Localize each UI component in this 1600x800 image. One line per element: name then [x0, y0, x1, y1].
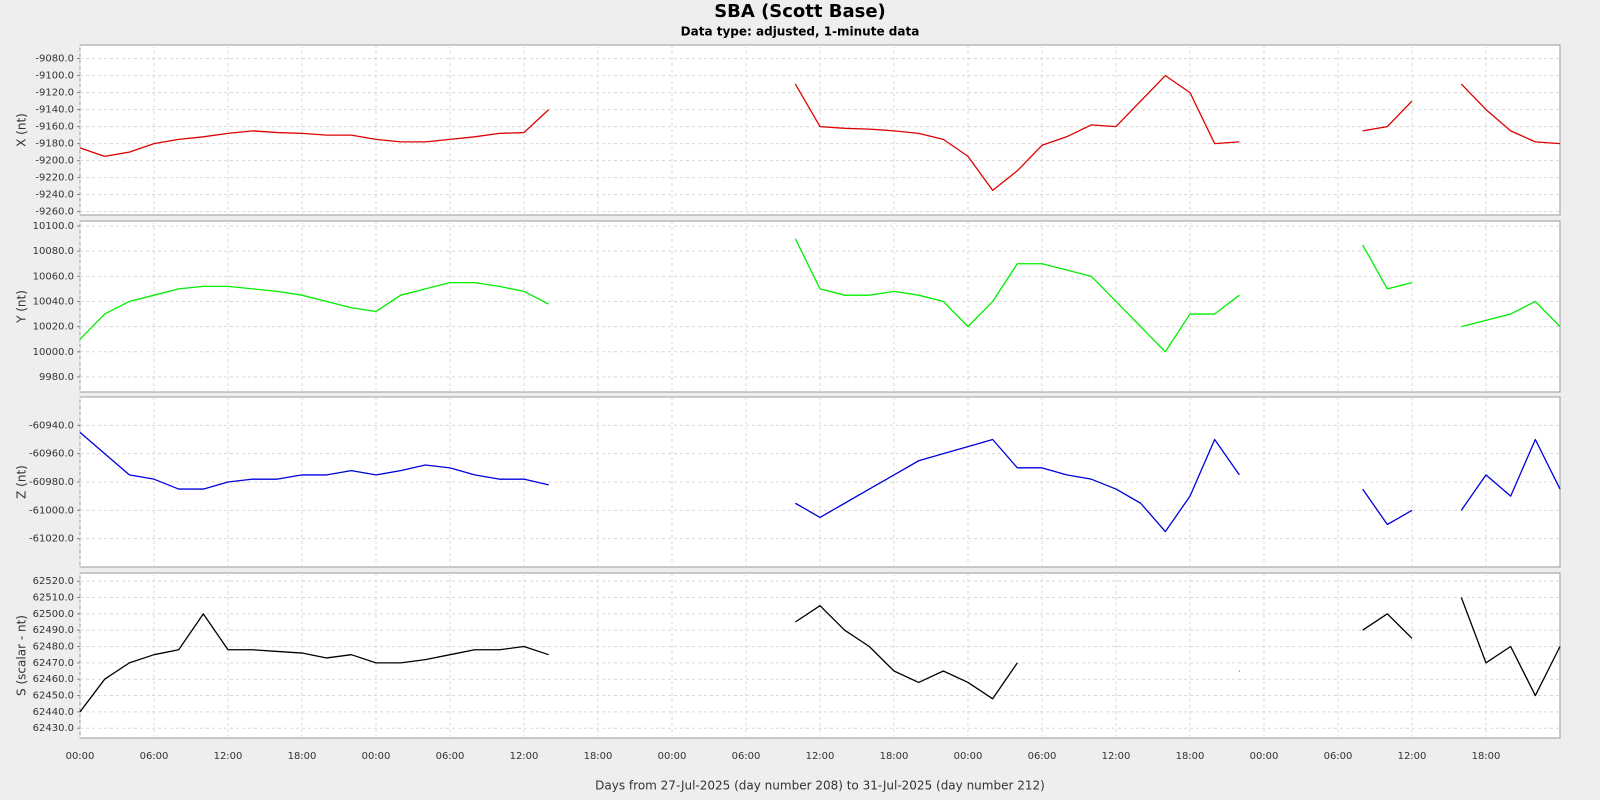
- y-tick-label: -9100.0: [35, 71, 74, 82]
- x-tick-label: 18:00: [288, 751, 317, 762]
- data-line: [79, 431, 1561, 533]
- x-tick-label: 06:00: [732, 751, 761, 762]
- x-tick-label: 00:00: [1250, 751, 1279, 762]
- y-tick-label: 62440.0: [33, 707, 74, 718]
- plot-area: [79, 572, 1561, 739]
- x-tick-label: 18:00: [880, 751, 909, 762]
- y-tick-label: -9180.0: [35, 139, 74, 150]
- x-tick-label: 18:00: [1472, 751, 1501, 762]
- y-tick-label: 62430.0: [33, 723, 74, 734]
- x-tick-label: 06:00: [140, 751, 169, 762]
- y-tick-label: 62450.0: [33, 691, 74, 702]
- y-tick-label: 10100.0: [33, 221, 74, 232]
- x-tick-label: 00:00: [66, 751, 95, 762]
- y-tick-label: -61000.0: [29, 505, 74, 516]
- y-tick-label: 62460.0: [33, 674, 74, 685]
- y-tick-label: 10020.0: [33, 322, 74, 333]
- x-axis-label: Days from 27-Jul-2025 (day number 208) t…: [595, 779, 1045, 793]
- y-tick-label: -60940.0: [29, 420, 74, 431]
- y-tick-label: -9160.0: [35, 122, 74, 133]
- y-tick-label: 62480.0: [33, 642, 74, 653]
- y-axis-label: S (scalar - nt): [15, 615, 29, 696]
- y-tick-label: -9080.0: [35, 54, 74, 65]
- y-tick-label: 10060.0: [33, 271, 74, 282]
- x-tick-label: 00:00: [954, 751, 983, 762]
- x-tick-label: 12:00: [806, 751, 835, 762]
- y-axis-label: X (nt): [15, 113, 29, 147]
- chart-title: SBA (Scott Base): [714, 1, 886, 22]
- x-tick-label: 12:00: [1102, 751, 1131, 762]
- data-line: [79, 597, 1561, 713]
- y-tick-label: -9260.0: [35, 207, 74, 218]
- x-tick-label: 18:00: [1176, 751, 1205, 762]
- y-tick-label: -60980.0: [29, 477, 74, 488]
- y-tick-label: 10000.0: [33, 347, 74, 358]
- y-axis-label: Y (nt): [15, 290, 29, 324]
- y-tick-label: -9140.0: [35, 105, 74, 116]
- x-tick-label: 12:00: [510, 751, 539, 762]
- y-tick-label: 62520.0: [33, 576, 74, 587]
- y-tick-label: 62470.0: [33, 658, 74, 669]
- y-tick-label: -9120.0: [35, 88, 74, 99]
- y-tick-label: -60960.0: [29, 449, 74, 460]
- y-tick-label: -9240.0: [35, 190, 74, 201]
- y-tick-label: -9220.0: [35, 173, 74, 184]
- x-tick-label: 00:00: [362, 751, 391, 762]
- x-tick-label: 06:00: [436, 751, 465, 762]
- x-tick-label: 06:00: [1028, 751, 1057, 762]
- y-tick-label: 9980.0: [39, 372, 74, 383]
- y-tick-label: 10040.0: [33, 296, 74, 307]
- data-line: [79, 238, 1561, 353]
- y-tick-label: 62490.0: [33, 625, 74, 636]
- x-tick-label: 12:00: [214, 751, 243, 762]
- y-tick-label: 62500.0: [33, 609, 74, 620]
- x-tick-label: 12:00: [1398, 751, 1427, 762]
- y-tick-label: 10080.0: [33, 246, 74, 257]
- y-tick-label: -61020.0: [29, 534, 74, 545]
- data-line: [79, 74, 1561, 191]
- x-tick-label: 00:00: [658, 751, 687, 762]
- x-tick-label: 06:00: [1324, 751, 1353, 762]
- y-axis-label: Z (nt): [15, 465, 29, 499]
- x-tick-label: 18:00: [584, 751, 613, 762]
- y-tick-label: -9200.0: [35, 156, 74, 167]
- chart-subtitle: Data type: adjusted, 1-minute data: [681, 25, 920, 39]
- y-tick-label: 62510.0: [33, 593, 74, 604]
